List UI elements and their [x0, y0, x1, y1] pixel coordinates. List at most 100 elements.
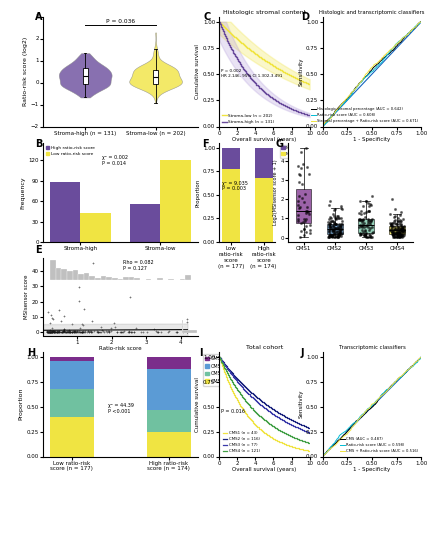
Ratio-risk score (AUC = 0.598)	[409, 364, 415, 370]
Point	[45, 328, 52, 337]
Point	[329, 230, 336, 239]
Point	[399, 230, 406, 239]
Point	[127, 328, 134, 337]
Point	[295, 216, 301, 225]
Point	[393, 229, 400, 238]
Point	[357, 231, 364, 240]
Point	[46, 326, 53, 335]
Point	[80, 327, 86, 336]
Point	[80, 328, 87, 337]
Point	[131, 327, 138, 336]
Point	[296, 191, 303, 200]
CMS (AUC = 0.487)	[320, 453, 326, 459]
Point	[394, 217, 401, 226]
Point	[137, 327, 144, 336]
Point	[53, 327, 60, 336]
Line: Ratio-risk score (AUC = 0.608): Ratio-risk score (AUC = 0.608)	[322, 22, 421, 126]
Point	[393, 220, 399, 229]
Point	[362, 228, 369, 237]
Point	[154, 327, 161, 336]
Point	[356, 214, 363, 223]
CMS (AUC = 0.487)	[320, 453, 325, 460]
Point	[392, 230, 399, 239]
Point	[327, 219, 334, 228]
Point	[396, 228, 402, 236]
PathPatch shape	[153, 70, 158, 84]
Point	[357, 229, 364, 238]
CMS + Ratio-risk score (AUC = 0.516)	[320, 453, 326, 459]
Point	[334, 232, 341, 240]
Point	[338, 217, 345, 226]
Point	[356, 215, 363, 224]
Point	[295, 178, 302, 187]
Point	[398, 224, 405, 233]
Point	[89, 258, 96, 267]
Text: F: F	[203, 139, 209, 149]
Point	[105, 327, 112, 336]
Point	[88, 328, 95, 337]
Bar	[50, 361, 94, 389]
Point	[48, 328, 55, 337]
Bar	[147, 410, 191, 432]
Point	[107, 327, 114, 336]
Point	[61, 325, 68, 334]
Point	[328, 230, 335, 239]
Point	[73, 328, 80, 337]
Point	[396, 230, 403, 239]
Point	[396, 230, 402, 239]
Point	[65, 328, 72, 337]
Point	[398, 225, 405, 234]
Point	[398, 208, 405, 217]
Point	[356, 222, 363, 231]
Bar	[147, 357, 191, 369]
Point	[332, 204, 338, 213]
Bar	[147, 432, 191, 456]
Point	[154, 328, 161, 337]
Point	[44, 328, 51, 337]
Point	[333, 223, 340, 232]
Stromal percentage + Ratio-risk score (AUC = 0.671)	[419, 19, 424, 25]
Point	[362, 208, 369, 217]
Point	[79, 328, 86, 337]
Point	[45, 307, 52, 316]
Point	[71, 327, 78, 336]
Point	[396, 224, 403, 233]
Point	[94, 327, 101, 336]
Point	[365, 201, 372, 210]
Point	[297, 232, 304, 241]
Point	[301, 224, 308, 233]
Point	[70, 327, 77, 336]
Point	[363, 221, 370, 230]
Point	[87, 328, 94, 337]
Point	[359, 228, 366, 236]
Point	[80, 328, 87, 337]
Point	[48, 327, 55, 336]
Point	[338, 220, 345, 229]
Point	[368, 201, 375, 210]
Point	[366, 232, 373, 240]
Point	[47, 327, 54, 336]
Point	[95, 327, 102, 336]
Point	[394, 230, 401, 239]
Point	[366, 206, 373, 215]
Point	[401, 230, 408, 239]
Point	[399, 223, 405, 232]
Point	[55, 327, 61, 336]
Point	[325, 218, 332, 227]
Point	[51, 327, 58, 336]
CMS + Ratio-risk score (AUC = 0.516)	[403, 368, 408, 375]
Point	[332, 220, 339, 229]
Point	[358, 217, 365, 226]
Ratio-risk score (AUC = 0.598)	[378, 392, 384, 399]
Point	[302, 207, 309, 216]
Line: Stromal percentage + Ratio-risk score (AUC = 0.671): Stromal percentage + Ratio-risk score (A…	[322, 22, 421, 126]
X-axis label: 1 - Specificity: 1 - Specificity	[353, 137, 390, 142]
X-axis label: Overall survival (years): Overall survival (years)	[232, 467, 297, 472]
Point	[49, 328, 55, 337]
Point	[54, 328, 61, 337]
Point	[395, 233, 402, 241]
Point	[46, 327, 53, 336]
Point	[338, 204, 345, 213]
Point	[68, 327, 74, 336]
PathPatch shape	[358, 219, 374, 233]
